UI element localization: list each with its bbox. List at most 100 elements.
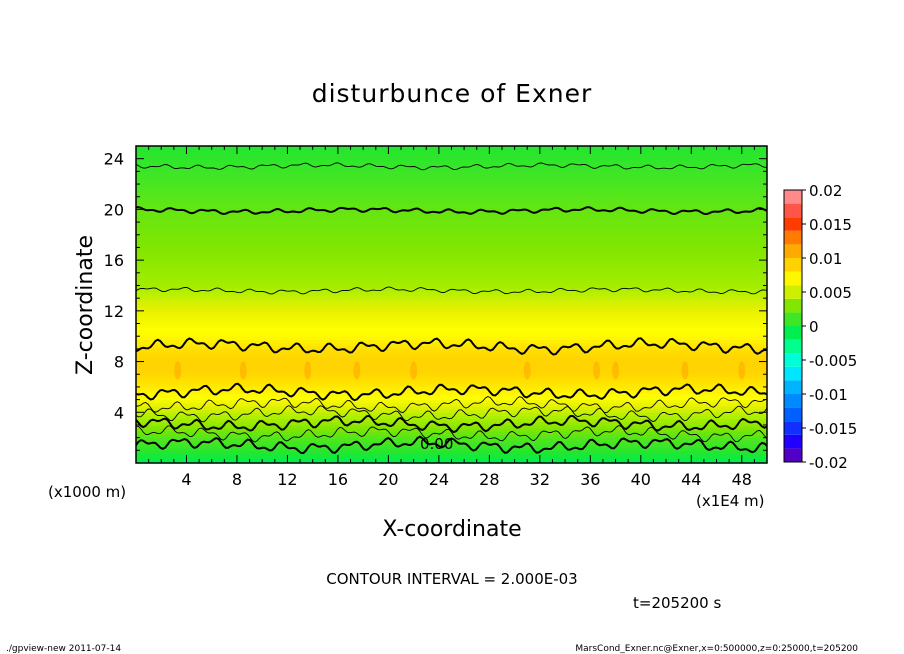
field-band	[136, 357, 767, 363]
field-band	[136, 405, 767, 410]
colorbar-swatch	[784, 190, 802, 204]
x-tick-label: 28	[479, 470, 499, 489]
color-field	[136, 146, 767, 463]
field-band	[136, 148, 767, 153]
x-axis: 4 8 12 16 20 24 28 32 36 40 44 48	[135, 146, 768, 489]
colorbar-swatch	[784, 326, 802, 340]
field-band	[136, 170, 767, 176]
field-band	[136, 304, 767, 309]
maximum-blob	[738, 361, 746, 380]
contour-line-bold	[136, 382, 767, 402]
x-tick-label: 48	[732, 470, 752, 489]
field-band	[136, 395, 767, 401]
contour-line	[136, 424, 767, 443]
colorbar-tick-label: -0.02	[809, 454, 848, 472]
colorbar-swatch	[784, 258, 802, 272]
colorbar-swatch	[784, 285, 802, 299]
x-tick-label: 12	[277, 470, 297, 489]
field-band	[136, 364, 767, 369]
field-band	[136, 231, 767, 236]
colorbar-swatch	[784, 271, 802, 286]
colorbar-ticks: 0.02 0.015 0.01 0.005 0 -0.005 -0.01 -0.015 -0.0…	[802, 182, 857, 472]
field-band	[136, 227, 767, 233]
y-tick-label: 24	[104, 150, 124, 169]
maximum-blob	[239, 361, 247, 380]
field-band	[136, 433, 767, 439]
maximum-blob	[612, 361, 620, 380]
colorbar-tick-label: 0.01	[809, 250, 842, 268]
field-band	[136, 376, 767, 382]
y-axis: 4 8 12 16 20 24	[104, 145, 767, 464]
contour-line-bold	[136, 337, 767, 356]
field-band	[136, 288, 767, 293]
field-band	[136, 174, 767, 179]
footer-right: MarsCond_Exner.nc@Exner,x=0:500000,z=0:2…	[575, 644, 858, 654]
field-band	[136, 281, 767, 286]
field-band	[136, 345, 767, 350]
field-band	[136, 250, 767, 255]
field-band	[136, 259, 767, 264]
field-band	[136, 269, 767, 274]
field-band	[136, 167, 767, 172]
field-band	[136, 446, 767, 451]
field-band	[136, 351, 767, 356]
contour-line-bold	[136, 206, 767, 216]
field-band	[136, 319, 767, 325]
field-band	[136, 212, 767, 217]
field-band	[136, 275, 767, 280]
field-band	[136, 183, 767, 188]
x-tick-label: 40	[631, 470, 651, 489]
field-band	[136, 313, 767, 318]
colorbar-swatch	[784, 421, 802, 435]
field-band	[136, 246, 767, 252]
colorbar-tick-label: 0	[809, 318, 819, 336]
colorbar-swatch	[784, 394, 802, 408]
x-tick-label: 32	[530, 470, 550, 489]
colorbar-swatch	[784, 353, 802, 367]
maximum-blob	[410, 361, 418, 380]
field-band	[136, 421, 767, 426]
colorbar-swatch	[784, 203, 802, 218]
field-band	[136, 161, 767, 166]
maximum-blob	[681, 361, 689, 380]
x-tick-label: 16	[328, 470, 348, 489]
field-band	[136, 332, 767, 337]
field-band	[136, 316, 767, 321]
x-tick-label: 36	[580, 470, 600, 489]
colorbar-tick-label: 0.005	[809, 284, 852, 302]
colorbar-swatch	[784, 366, 802, 381]
y-tick-label: 16	[104, 251, 124, 270]
field-band	[136, 443, 767, 448]
maximum-blob	[353, 361, 361, 380]
field-band	[136, 253, 767, 258]
contour-line-bold	[136, 435, 767, 455]
field-band	[136, 456, 767, 461]
field-band	[136, 224, 767, 229]
field-band	[136, 202, 767, 207]
colorbar-swatch	[784, 434, 802, 449]
field-band	[136, 373, 767, 378]
field-band	[136, 323, 767, 328]
field-band	[136, 354, 767, 359]
colorbar-tick-label: 0.02	[809, 182, 842, 200]
field-band	[136, 265, 767, 271]
field-band	[136, 218, 767, 223]
x-tick-label: 4	[181, 470, 191, 489]
field-band	[136, 370, 767, 375]
field-band	[136, 402, 767, 407]
field-band	[136, 284, 767, 290]
contour-line	[136, 286, 767, 295]
field-band	[136, 414, 767, 420]
field-band	[136, 408, 767, 413]
field-band	[136, 189, 767, 195]
field-band	[136, 342, 767, 347]
field-band	[136, 278, 767, 283]
contour-line	[136, 405, 767, 423]
maximum-blob	[593, 361, 601, 380]
field-band	[136, 383, 767, 388]
field-band	[136, 335, 767, 340]
field-band	[136, 215, 767, 220]
colorbar-swatch	[784, 230, 802, 245]
field-band	[136, 367, 767, 372]
